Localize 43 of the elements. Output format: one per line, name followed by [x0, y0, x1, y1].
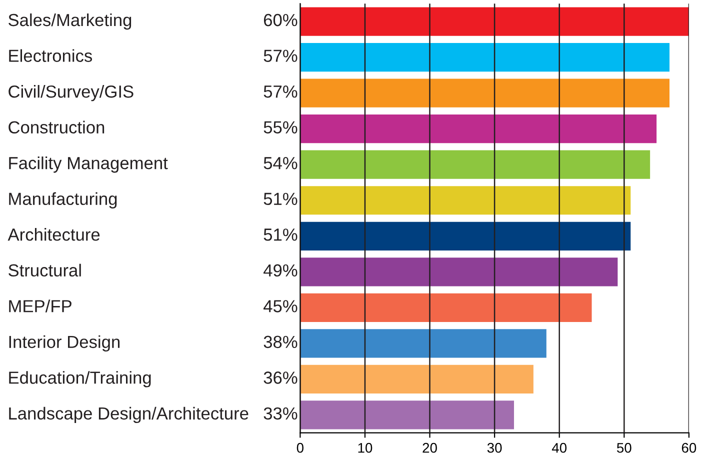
x-tick-label: 0	[296, 442, 304, 453]
data-label: 57%	[264, 50, 298, 62]
y-tick-label: Sales/Marketing	[8, 13, 132, 30]
bar	[300, 258, 618, 286]
data-label: 51%	[264, 228, 298, 241]
y-tick-label: Construction	[8, 120, 104, 134]
y-tick-label: Manufacturing	[9, 192, 117, 208]
data-label: 36%	[264, 372, 298, 384]
x-tick-label: 10	[358, 442, 372, 453]
data-label: 54%	[264, 157, 298, 170]
bar	[300, 150, 650, 179]
y-tick-label: Facility Management	[9, 156, 168, 173]
bar	[300, 114, 657, 144]
bar	[300, 329, 546, 358]
data-label: 57%	[264, 86, 298, 98]
data-label: 33%	[264, 407, 298, 420]
y-tick-label: Interior Design	[9, 335, 120, 352]
y-tick-label: Architecture	[8, 228, 100, 241]
bar	[300, 186, 631, 215]
y-tick-label: Structural	[8, 264, 81, 277]
x-tick-label: 30	[487, 442, 502, 453]
x-tick-label: 60	[682, 442, 696, 453]
y-tick-label: Landscape Design/Architecture	[9, 406, 248, 424]
bar	[300, 222, 631, 250]
bar	[300, 7, 689, 36]
y-tick-label: MEP/FP	[9, 300, 72, 312]
x-tick-label: 50	[616, 442, 632, 453]
bar	[300, 43, 670, 72]
y-tick-label: Electronics	[9, 49, 92, 62]
data-label: 49%	[264, 264, 298, 277]
data-label: 55%	[264, 121, 298, 134]
data-label: 45%	[264, 300, 298, 312]
data-label: 60%	[264, 14, 298, 26]
y-tick-label: Education/Training	[9, 371, 151, 388]
bar	[300, 78, 670, 108]
x-tick-label: 40	[552, 442, 567, 453]
x-tick-label: 20	[422, 442, 437, 453]
y-tick-label: Civil/Survey/GIS	[8, 84, 134, 102]
bar	[300, 293, 592, 322]
data-label: 51%	[264, 192, 298, 206]
bar	[300, 364, 534, 394]
data-label: 38%	[264, 336, 298, 348]
bar	[300, 400, 514, 430]
